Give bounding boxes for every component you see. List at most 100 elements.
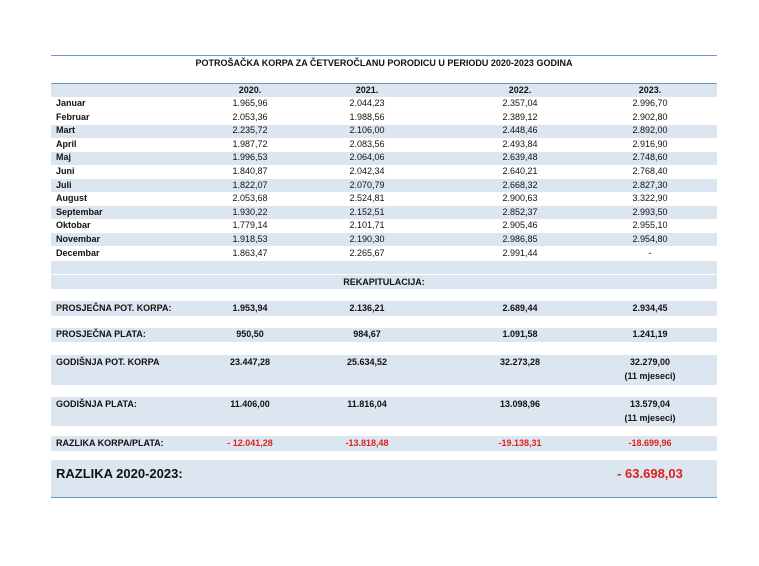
row-band [51,233,717,247]
cell: 2.640,21 [502,166,538,176]
row-label: April [56,138,77,149]
cell: 1.863,47 [232,247,268,258]
row-band [51,301,717,316]
recap-label: GODIŠNJA PLATA: [56,399,137,409]
row-band [51,179,717,192]
rule [51,497,717,498]
cell: 2.955,10 [632,220,668,231]
cell: 2.916,90 [632,138,668,149]
row-label: Decembar [56,247,100,258]
cell: 1.988,56 [349,111,385,122]
cell: 2.524,81 [349,193,385,204]
row-band [51,124,717,138]
cell: 1.930,22 [232,206,268,217]
recap-value: 32.279,00 [629,357,671,367]
cell: 1.965,96 [232,98,268,108]
section-title: REKAPITULACIJA: [343,277,425,287]
cell: 2.852,37 [502,206,538,217]
recap-label: GODIŠNJA POT. KORPA [56,357,160,367]
row-label: Novembar [56,234,101,244]
row-label: Septembar [56,206,103,217]
row-label: Februar [56,111,90,122]
cell: 2.357,04 [502,98,538,108]
row-label: Januar [56,98,86,108]
recap-value: -19.138,31 [498,438,542,448]
total-label: RAZLIKA 2020-2023: [56,466,183,481]
recap-value: 32.273,28 [499,357,541,367]
cell: 3.322,90 [632,193,668,204]
recap-value: 2.934,45 [632,303,668,313]
cell: 2.101,71 [349,220,385,231]
cell: 2.986,85 [502,234,538,244]
recap-note: (11 mjeseci) [624,413,676,423]
cell: 2.152,51 [349,206,385,217]
cell: 2.748,60 [632,152,668,163]
cell: 1.996,53 [232,152,268,163]
cell: 2.070,79 [349,179,385,190]
cell: 2.900,63 [502,193,538,204]
recap-value: 1.091,58 [502,329,538,339]
row-band [51,206,717,220]
cell: 2.493,84 [502,138,538,149]
row-band [51,84,717,97]
cell: 2.892,00 [632,125,668,136]
row-band [51,260,717,274]
cell: 1.779,14 [232,220,268,231]
row-band [51,397,717,426]
row-band [51,275,717,289]
recap-value: 13.579,04 [629,399,671,409]
row-label: August [56,193,87,204]
row-label: Juni [56,166,75,176]
recap-value: 11.816,04 [347,399,387,409]
recap-value: 1.953,94 [232,303,268,313]
cell: 2.042,34 [349,166,385,176]
column-header: 2022. [508,85,532,95]
rule [51,83,717,84]
cell: 2.991,44 [502,247,538,258]
column-header: 2020. [238,85,262,95]
rule [51,55,717,56]
cell: 2.265,67 [349,247,385,258]
cell: 2.053,68 [232,193,268,204]
recap-value: 950,50 [236,329,264,339]
recap-value: 984,67 [353,329,381,339]
recap-value: 1.241,19 [632,329,668,339]
cell: 2.996,70 [632,98,668,108]
cell: 2.083,56 [349,138,385,149]
cell: 2.106,00 [349,125,385,136]
recap-value: 13.098,96 [499,399,541,409]
row-band [51,151,717,165]
row-band [51,328,717,342]
recap-value: 23.447,28 [229,357,271,367]
cell: 1.987,72 [232,138,268,149]
cell: 2.064,06 [349,152,385,163]
recap-value: 25.634,52 [346,357,388,367]
cell: 2.448,46 [502,125,538,136]
recap-value: -13.818,48 [345,438,389,448]
recap-label: PROSJEČNA PLATA: [56,329,146,339]
cell: 2.190,30 [349,234,385,244]
recap-value: 2.689,44 [502,303,538,313]
cell: 2.639,48 [502,152,538,163]
cell: 1.840,87 [232,166,268,176]
cell: 1.822,07 [232,179,268,190]
row-band [51,355,717,385]
cell: 1.918,53 [232,234,268,244]
total-value: - 63.698,03 [617,466,683,481]
column-header: 2023. [638,85,662,95]
recap-label: RAZLIKA KORPA/PLATA: [56,438,164,448]
cell: 2.044,23 [349,98,385,108]
recap-value: 2.136,21 [349,303,385,313]
row-label: Juli [56,179,72,190]
row-label: Mart [56,125,76,136]
cell: 2.827,30 [632,179,668,190]
recap-note: (11 mjeseci) [624,371,676,381]
title: POTROŠAČKA KORPA ZA ČETVEROČLANU PORODIC… [195,58,573,68]
row-band [51,436,717,451]
row-label: Maj [56,152,72,163]
cell: 2.668,32 [502,179,538,190]
column-header: 2021. [355,85,379,95]
cell: 2.905,46 [502,220,538,231]
recap-value: -18.699,96 [628,438,672,448]
recap-value: 11.406,00 [230,399,270,409]
